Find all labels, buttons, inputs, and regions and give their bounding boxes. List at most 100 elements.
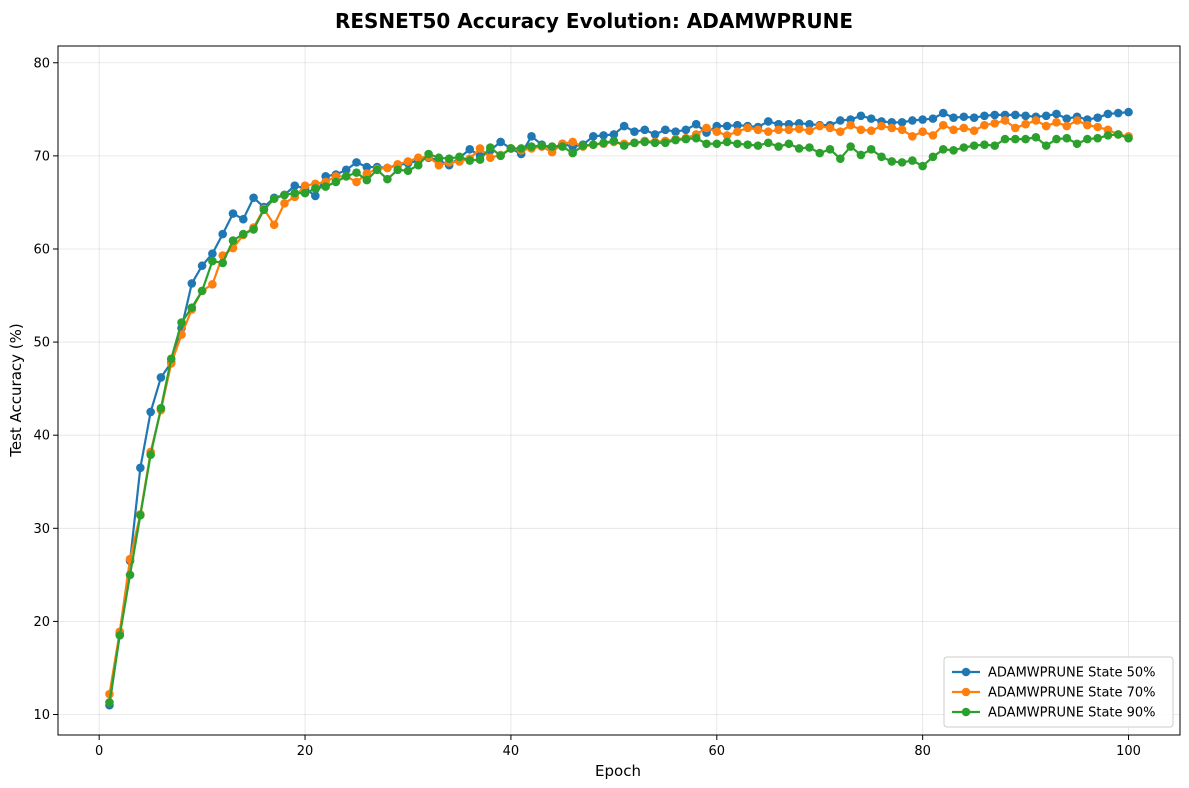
data-point xyxy=(362,175,372,185)
data-point xyxy=(938,120,948,130)
data-point xyxy=(887,123,897,133)
data-point xyxy=(341,172,351,181)
data-point xyxy=(599,131,608,140)
data-point xyxy=(887,157,897,166)
data-point xyxy=(228,236,238,245)
data-point xyxy=(928,114,938,123)
data-point xyxy=(938,108,948,118)
data-point xyxy=(290,188,300,198)
data-point xyxy=(619,141,629,150)
data-point xyxy=(362,169,372,178)
y-tick-label: 70 xyxy=(33,149,50,164)
data-point xyxy=(815,121,825,131)
data-point xyxy=(1041,111,1051,121)
data-point xyxy=(1031,132,1041,142)
data-point xyxy=(836,154,845,163)
data-point xyxy=(125,570,135,580)
data-point xyxy=(949,125,958,135)
data-point xyxy=(238,229,248,239)
data-point xyxy=(856,150,866,160)
data-point xyxy=(269,194,279,203)
data-point xyxy=(774,142,783,151)
data-point xyxy=(712,139,722,149)
x-tick-label: 60 xyxy=(709,744,726,759)
data-point xyxy=(280,199,289,208)
data-point xyxy=(547,142,557,151)
data-point xyxy=(1062,114,1072,123)
data-point xyxy=(846,120,855,130)
data-point xyxy=(897,158,907,167)
data-point xyxy=(434,160,444,170)
data-point xyxy=(372,165,382,175)
data-point xyxy=(784,125,794,135)
data-point xyxy=(527,132,536,141)
data-point xyxy=(908,116,917,125)
data-point xyxy=(259,205,269,215)
data-point xyxy=(115,631,125,640)
data-point xyxy=(980,120,989,130)
data-point xyxy=(959,112,969,122)
x-tick-label: 20 xyxy=(297,744,314,759)
data-point xyxy=(1103,109,1113,119)
data-point xyxy=(383,174,392,184)
y-tick-label: 50 xyxy=(33,336,50,351)
data-point xyxy=(1062,133,1072,143)
data-point xyxy=(537,141,547,150)
x-tick-label: 0 xyxy=(95,744,103,759)
data-point xyxy=(609,130,619,139)
x-tick-label: 100 xyxy=(1116,744,1141,759)
legend: ADAMWPRUNE State 50% ADAMWPRUNE State 70%… xyxy=(943,656,1174,728)
data-point xyxy=(331,177,341,187)
data-point xyxy=(949,145,958,155)
data-point xyxy=(702,139,711,149)
legend-label: ADAMWPRUNE State 90% xyxy=(988,706,1156,721)
data-point xyxy=(949,113,958,122)
data-point xyxy=(794,144,804,153)
y-tick-label: 60 xyxy=(33,242,50,257)
data-point xyxy=(578,141,588,150)
data-point xyxy=(352,158,361,167)
grid-lines xyxy=(58,46,1180,735)
data-point xyxy=(568,148,577,158)
data-point xyxy=(877,121,886,131)
data-point xyxy=(661,138,670,148)
plot-frame xyxy=(57,45,1181,736)
legend-entry: ADAMWPRUNE State 70% xyxy=(952,686,1156,701)
data-point xyxy=(866,145,876,154)
data-point xyxy=(352,168,361,177)
data-point xyxy=(650,138,660,148)
y-axis-label: Test Accuracy (%) xyxy=(7,323,25,458)
data-point xyxy=(969,113,979,122)
data-point xyxy=(1052,118,1061,127)
legend-marker xyxy=(961,687,971,697)
data-point xyxy=(609,136,619,146)
data-point xyxy=(1113,130,1123,139)
data-point xyxy=(1124,107,1133,117)
data-point xyxy=(990,118,1000,128)
chart-title: RESNET50 Accuracy Evolution: ADAMWPRUNE xyxy=(335,9,853,33)
data-point xyxy=(753,141,763,150)
data-point xyxy=(743,123,752,133)
data-point xyxy=(228,209,238,218)
data-point xyxy=(702,123,711,133)
data-point xyxy=(249,225,258,234)
series-line xyxy=(108,133,1129,703)
legend-entry: ADAMWPRUNE State 90% xyxy=(952,706,1156,721)
data-point xyxy=(465,145,475,154)
data-point xyxy=(877,152,886,162)
x-axis-label: Epoch xyxy=(595,762,641,780)
data-point xyxy=(300,188,310,198)
data-point xyxy=(681,134,691,144)
legend-entry: ADAMWPRUNE State 50% xyxy=(952,666,1156,681)
data-point xyxy=(1062,121,1072,131)
data-point xyxy=(969,126,979,136)
data-point xyxy=(681,125,691,135)
data-point xyxy=(733,139,742,149)
data-point xyxy=(1011,134,1020,144)
data-point xyxy=(136,510,145,520)
data-point xyxy=(733,120,742,130)
data-point xyxy=(341,165,351,175)
data-point xyxy=(444,154,454,163)
data-point xyxy=(238,214,248,224)
data-point xyxy=(558,142,567,151)
